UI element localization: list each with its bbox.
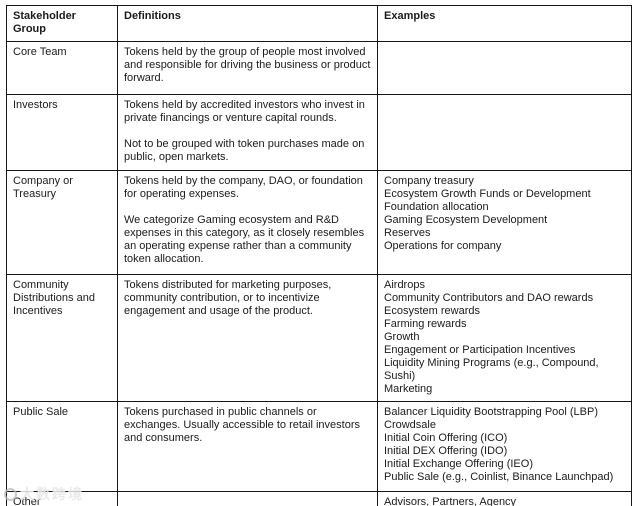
examples-cell: Company treasury Ecosystem Growth Funds … bbox=[377, 170, 632, 275]
example-item: Advisors, Partners, Agency bbox=[384, 496, 517, 506]
definitions-cell: Tokens held by the company, DAO, or foun… bbox=[117, 170, 378, 275]
examples-cell: Advisors, Partners, Agency bbox=[377, 491, 632, 506]
example-item: Operations for company bbox=[384, 240, 502, 252]
example-item: Initial Coin Offering (ICO) bbox=[384, 432, 508, 444]
examples-cell bbox=[377, 41, 632, 95]
example-item: Balancer Liquidity Bootstrapping Pool (L… bbox=[384, 406, 599, 418]
example-item: Reserves bbox=[384, 227, 431, 239]
examples-cell bbox=[377, 94, 632, 171]
group-label: Public Sale bbox=[13, 406, 69, 418]
table-header-row: Stakeholder Group Definitions Examples bbox=[6, 5, 632, 42]
table-row-community-distributions: Community Distributions and Incentives T… bbox=[6, 274, 632, 402]
definition-paragraph: Tokens held by the company, DAO, or foun… bbox=[124, 175, 363, 200]
example-item: Engagement or Participation Incentives bbox=[384, 344, 576, 356]
group-cell: Investors bbox=[6, 94, 118, 171]
table-row-other: Other Advisors, Partners, Agency bbox=[6, 491, 632, 506]
example-item: Marketing bbox=[384, 383, 433, 395]
example-item: Ecosystem rewards bbox=[384, 305, 480, 317]
definitions-cell bbox=[117, 491, 378, 506]
group-label: Community Distributions and Incentives bbox=[13, 279, 95, 317]
definition-paragraph: Tokens purchased in public channels or e… bbox=[124, 406, 361, 444]
example-item: Initial DEX Offering (IDO) bbox=[384, 445, 508, 457]
stakeholder-table: Stakeholder Group Definitions Examples C… bbox=[6, 5, 632, 506]
definition-paragraph: We categorize Gaming ecosystem and R&D e… bbox=[124, 214, 365, 265]
example-item: Liquidity Mining Programs (e.g., Compoun… bbox=[384, 357, 599, 382]
table-row-investors: Investors Tokens held by accredited inve… bbox=[6, 94, 632, 171]
example-item: Gaming Ecosystem Development bbox=[384, 214, 548, 226]
example-item: Crowdsale bbox=[384, 419, 436, 431]
example-item: Airdrops bbox=[384, 279, 425, 291]
definition-paragraph: Tokens held by the group of people most … bbox=[124, 46, 371, 84]
definitions-cell: Tokens held by accredited investors who … bbox=[117, 94, 378, 171]
example-item: Farming rewards bbox=[384, 318, 467, 330]
definitions-cell: Tokens purchased in public channels or e… bbox=[117, 401, 378, 492]
header-cell-definitions: Definitions bbox=[117, 5, 378, 42]
example-item: Company treasury bbox=[384, 175, 474, 187]
group-cell: Other bbox=[6, 491, 118, 506]
definition-paragraph: Tokens distributed for marketing purpose… bbox=[124, 279, 332, 317]
example-item: Initial Exchange Offering (IEO) bbox=[384, 458, 533, 470]
examples-cell: Airdrops Community Contributors and DAO … bbox=[377, 274, 632, 402]
group-cell: Community Distributions and Incentives bbox=[6, 274, 118, 402]
group-cell: Core Team bbox=[6, 41, 118, 95]
example-item: Public Sale (e.g., Coinlist, Binance Lau… bbox=[384, 471, 614, 483]
header-cell-stakeholder-group: Stakeholder Group bbox=[6, 5, 118, 42]
definition-paragraph: Tokens held by accredited investors who … bbox=[124, 99, 365, 124]
table-row-core-team: Core Team Tokens held by the group of pe… bbox=[6, 41, 632, 95]
definitions-cell: Tokens held by the group of people most … bbox=[117, 41, 378, 95]
group-label: Company or Treasury bbox=[13, 175, 73, 200]
definitions-cell: Tokens distributed for marketing purpose… bbox=[117, 274, 378, 402]
group-cell: Public Sale bbox=[6, 401, 118, 492]
example-item: Ecosystem Growth Funds or Development bbox=[384, 188, 591, 200]
example-item: Community Contributors and DAO rewards bbox=[384, 292, 594, 304]
example-item: Foundation allocation bbox=[384, 201, 489, 213]
table-row-company-or-treasury: Company or Treasury Tokens held by the c… bbox=[6, 170, 632, 275]
table-row-public-sale: Public Sale Tokens purchased in public c… bbox=[6, 401, 632, 492]
definition-paragraph: Not to be grouped with token purchases m… bbox=[124, 138, 365, 163]
examples-cell: Balancer Liquidity Bootstrapping Pool (L… bbox=[377, 401, 632, 492]
example-item: Growth bbox=[384, 331, 420, 343]
group-label: Core Team bbox=[13, 46, 67, 58]
group-label: Other bbox=[13, 496, 41, 506]
group-label: Investors bbox=[13, 99, 58, 111]
header-cell-examples: Examples bbox=[377, 5, 632, 42]
group-cell: Company or Treasury bbox=[6, 170, 118, 275]
